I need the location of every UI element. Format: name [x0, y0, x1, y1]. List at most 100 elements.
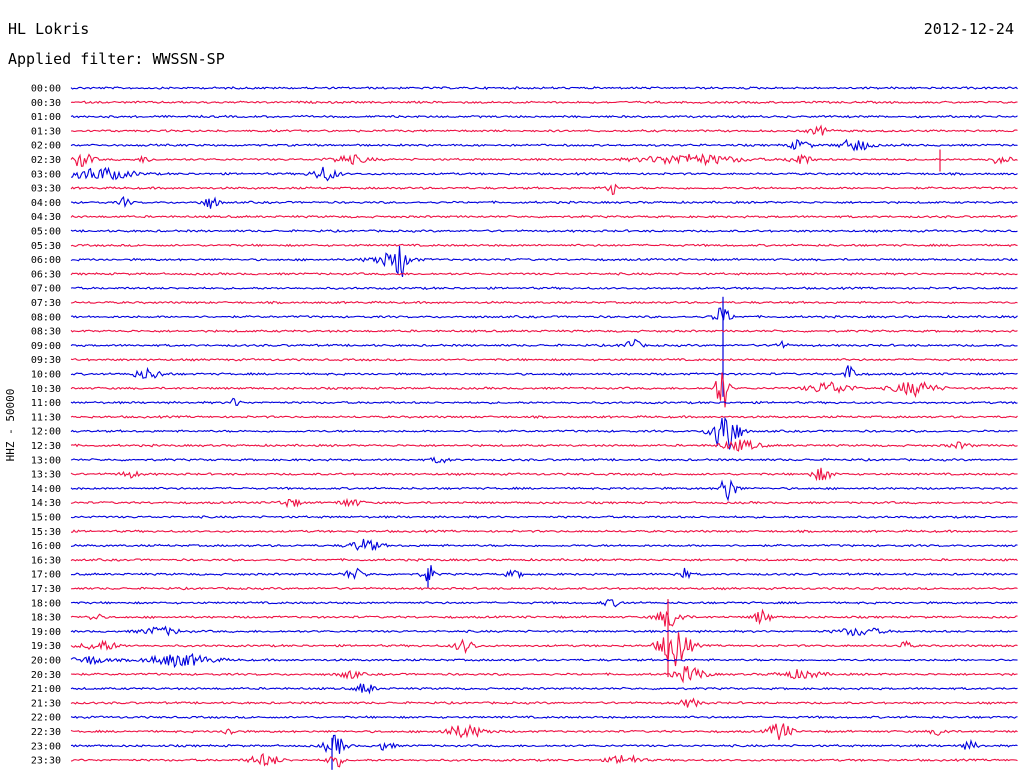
- trace-line: [70, 245, 1018, 278]
- row-time-label: 10:00: [31, 370, 61, 381]
- row-time-label: 01:00: [31, 112, 61, 123]
- row-time-label: 06:00: [31, 255, 61, 266]
- trace-line: [70, 397, 1018, 406]
- row-time-label: 02:30: [31, 155, 61, 166]
- row-time-label: 21:30: [31, 698, 61, 709]
- row-time-label: 23:00: [31, 741, 61, 752]
- trace-line: [70, 598, 1018, 608]
- trace-line: [70, 632, 1018, 667]
- row-time-label: 10:30: [31, 384, 61, 395]
- row-time-label: 17:00: [31, 570, 61, 581]
- row-time-label: 18:00: [31, 598, 61, 609]
- station-title: HL Lokris: [8, 20, 90, 38]
- trace-line: [70, 529, 1018, 534]
- row-time-label: 00:00: [31, 84, 61, 95]
- trace-line: [70, 515, 1018, 519]
- trace-line: [70, 196, 1018, 209]
- trace-line: [70, 467, 1018, 482]
- row-time-label: 20:30: [31, 670, 61, 681]
- row-time-label: 14:00: [31, 484, 61, 495]
- row-time-label: 18:30: [31, 613, 61, 624]
- row-time-label: 03:30: [31, 184, 61, 195]
- trace-line: [70, 652, 1018, 669]
- trace-line: [70, 586, 1018, 591]
- trace-line: [70, 243, 1018, 248]
- row-time-label: 16:30: [31, 555, 61, 566]
- trace-line: [70, 557, 1018, 562]
- row-time-label: 17:30: [31, 584, 61, 595]
- row-time-label: 07:00: [31, 284, 61, 295]
- row-time-label: 12:00: [31, 427, 61, 438]
- row-time-label: 15:30: [31, 527, 61, 538]
- trace-line: [70, 100, 1018, 105]
- row-time-label: 08:00: [31, 312, 61, 323]
- row-time-label: 02:00: [31, 141, 61, 152]
- trace-line: [70, 456, 1018, 464]
- trace-line: [70, 666, 1018, 684]
- row-time-label: 04:30: [31, 212, 61, 223]
- row-time-label: 04:00: [31, 198, 61, 209]
- trace-line: [70, 300, 1018, 305]
- trace-line: [70, 153, 1018, 167]
- trace-line: [70, 723, 1018, 741]
- trace-line: [70, 166, 1018, 182]
- row-time-label: 11:00: [31, 398, 61, 409]
- trace-line: [70, 307, 1018, 321]
- trace-line: [70, 286, 1018, 291]
- row-time-label: 21:00: [31, 684, 61, 695]
- trace-line: [70, 338, 1018, 349]
- row-time-label: 15:00: [31, 513, 61, 524]
- row-time-label: 07:30: [31, 298, 61, 309]
- row-time-label: 03:00: [31, 169, 61, 180]
- trace-line: [70, 538, 1018, 551]
- trace-line: [70, 365, 1018, 379]
- row-time-label: 11:30: [31, 412, 61, 423]
- trace-line: [70, 372, 1018, 408]
- trace-line: [70, 138, 1018, 152]
- filter-label: Applied filter: WWSSN-SP: [8, 50, 225, 68]
- row-time-label: 12:30: [31, 441, 61, 452]
- trace-line: [70, 683, 1018, 695]
- trace-line: [70, 357, 1018, 362]
- row-time-label: 05:30: [31, 241, 61, 252]
- date-label: 2012-12-24: [923, 20, 1014, 38]
- trace-line: [70, 272, 1018, 276]
- trace-line: [70, 608, 1018, 627]
- trace-line: [70, 86, 1018, 90]
- trace-line: [70, 497, 1018, 509]
- row-time-label: 01:30: [31, 126, 61, 137]
- row-time-label: 09:30: [31, 355, 61, 366]
- trace-line: [70, 734, 1018, 754]
- row-time-label: 00:30: [31, 98, 61, 109]
- trace-line: [70, 114, 1018, 119]
- trace-line: [70, 183, 1018, 196]
- trace-line: [70, 124, 1018, 136]
- trace-line: [70, 752, 1018, 768]
- row-time-label: 16:00: [31, 541, 61, 552]
- row-time-label: 19:00: [31, 627, 61, 638]
- row-time-label: 22:30: [31, 727, 61, 738]
- trace-line: [70, 416, 1018, 450]
- trace-line: [70, 415, 1018, 419]
- trace-line: [70, 479, 1018, 502]
- row-time-label: 05:00: [31, 227, 61, 238]
- row-time-label: 23:30: [31, 756, 61, 767]
- row-time-label: 13:00: [31, 455, 61, 466]
- row-time-label: 19:30: [31, 641, 61, 652]
- trace-line: [70, 228, 1018, 233]
- row-time-label: 14:30: [31, 498, 61, 509]
- trace-line: [70, 697, 1018, 708]
- row-time-label: 06:30: [31, 269, 61, 280]
- row-time-label: 09:00: [31, 341, 61, 352]
- y-axis-label: HHZ - 50000: [4, 389, 17, 462]
- row-time-label: 08:30: [31, 327, 61, 338]
- trace-line: [70, 214, 1018, 219]
- trace-line: [70, 625, 1018, 637]
- trace-line: [70, 565, 1018, 582]
- trace-line: [70, 329, 1018, 333]
- row-time-label: 22:00: [31, 713, 61, 724]
- trace-line: [70, 439, 1018, 452]
- trace-line: [70, 715, 1018, 720]
- row-time-label: 20:00: [31, 656, 61, 667]
